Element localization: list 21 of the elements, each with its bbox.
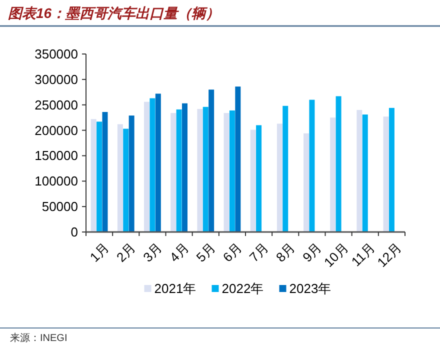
- x-tick-label: 1月: [86, 240, 112, 265]
- legend-label: 2022年: [222, 281, 264, 296]
- x-tick-label: 3月: [140, 240, 166, 265]
- legend-label: 2021年: [154, 281, 196, 296]
- x-tick-label: 8月: [273, 240, 298, 265]
- legend-label: 2023年: [289, 281, 332, 296]
- y-tick-label: 150000: [34, 148, 78, 164]
- y-tick-label: 50000: [42, 199, 78, 214]
- y-tick-label: 100000: [34, 174, 78, 189]
- y-tick-label: 350000: [34, 46, 78, 62]
- x-tick-label: 5月: [193, 240, 218, 265]
- y-tick-label: 250000: [34, 97, 78, 112]
- y-tick-label: 200000: [34, 122, 78, 138]
- y-tick-label: 300000: [34, 72, 78, 87]
- y-tick-label: 0: [70, 224, 78, 240]
- x-tick-label: 4月: [166, 240, 192, 265]
- x-tick-label: 6月: [220, 240, 245, 265]
- x-tick-label: 2月: [114, 240, 138, 265]
- source-note: 来源：INEGI: [10, 332, 68, 344]
- title: 图表16：墨西哥汽车出口量（辆）: [8, 5, 220, 21]
- x-tick-label: 7月: [246, 240, 272, 265]
